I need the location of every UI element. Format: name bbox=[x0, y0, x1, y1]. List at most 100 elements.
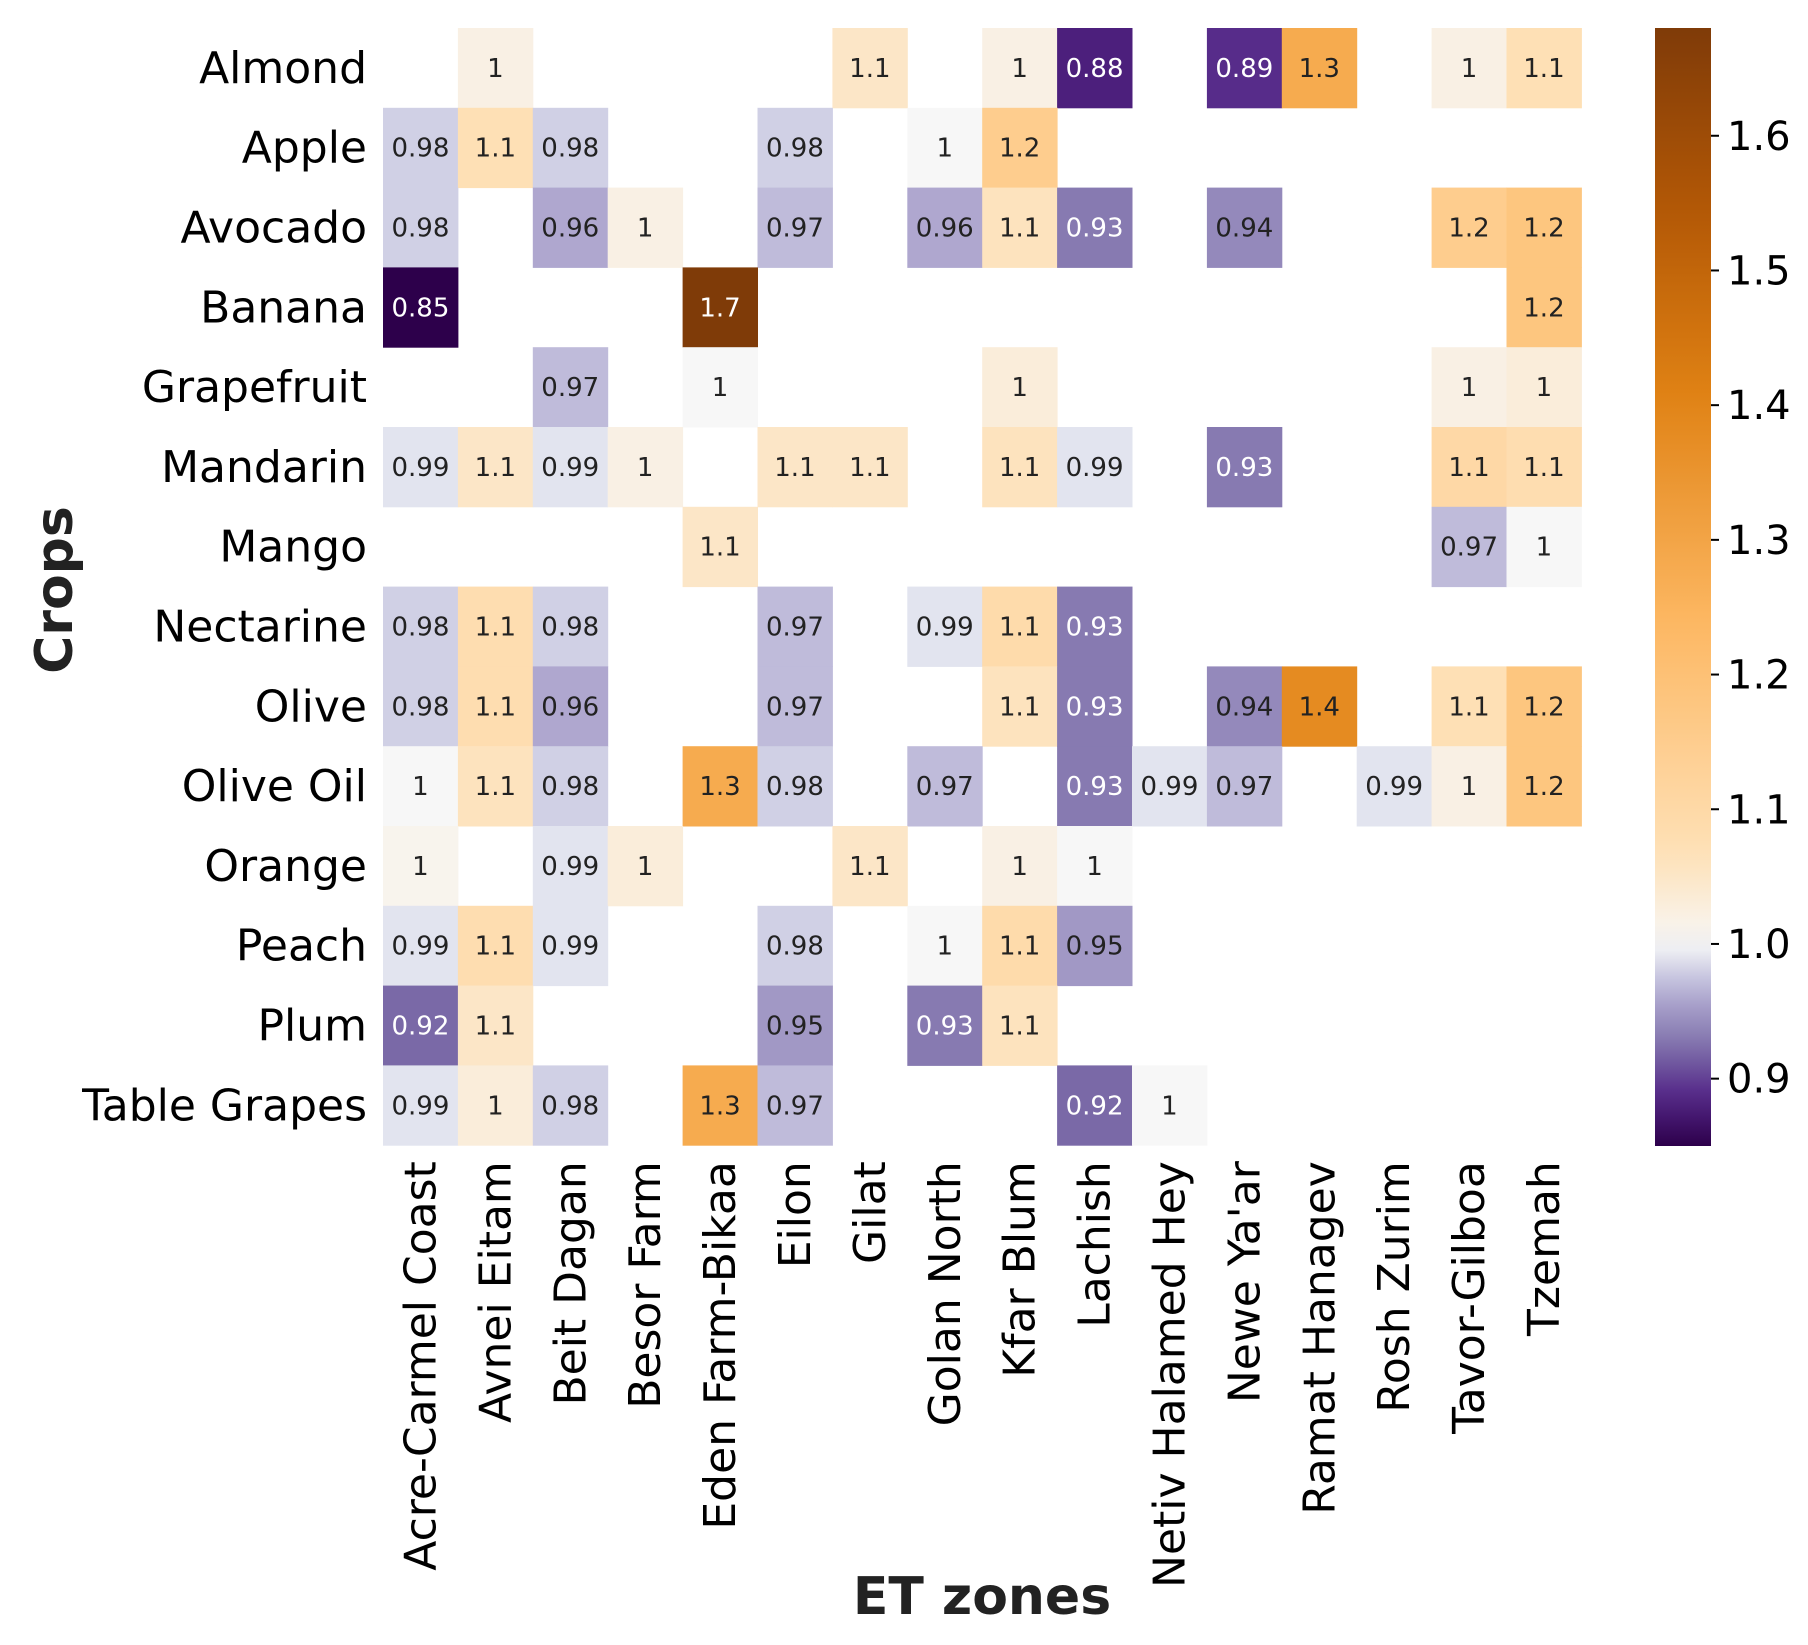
cell-label-orange-besor-farm: 1 bbox=[637, 852, 654, 882]
heatmap-cell-apple-acre-carmel-coast bbox=[383, 107, 459, 189]
heatmap-cell-peach-acre-carmel-coast bbox=[383, 905, 459, 987]
x-tick-newe-ya-ar: Newe Ya'ar bbox=[1219, 1160, 1270, 1403]
cell-label-grapefruit-eden-farm-bikaa: 1 bbox=[712, 373, 729, 403]
cell-label-olive-oil-tavor-gilboa: 1 bbox=[1461, 772, 1478, 802]
heatmap-cell-mandarin-newe-ya-ar bbox=[1206, 427, 1283, 508]
heatmap-cell-nectarine-eilon bbox=[757, 586, 833, 667]
cell-label-mango-eden-farm-bikaa: 1.1 bbox=[699, 533, 740, 563]
cell-label-peach-beit-dagan: 0.99 bbox=[541, 932, 599, 962]
cell-label-peach-kfar-blum: 1.1 bbox=[999, 932, 1040, 962]
heatmap-cell-olive-beit-dagan bbox=[532, 666, 609, 747]
cell-label-almond-lachish: 0.88 bbox=[1066, 54, 1124, 84]
heatmap-cell-olive-oil-newe-ya-ar bbox=[1206, 746, 1283, 827]
cell-label-nectarine-eilon: 0.97 bbox=[766, 613, 824, 643]
cell-label-olive-tavor-gilboa: 1.1 bbox=[1448, 692, 1489, 722]
heatmap-cell-avocado-besor-farm bbox=[607, 187, 684, 268]
cell-label-almond-tavor-gilboa: 1 bbox=[1461, 54, 1478, 84]
heatmap-cell-avocado-newe-ya-ar bbox=[1206, 187, 1283, 268]
cell-label-nectarine-acre-carmel-coast: 0.98 bbox=[392, 613, 450, 643]
heatmap-cell-olive-oil-beit-dagan bbox=[532, 746, 609, 827]
x-tick-besor-farm: Besor Farm bbox=[620, 1161, 671, 1409]
heatmap-cell-avocado-beit-dagan bbox=[532, 187, 609, 268]
y-tick-mandarin: Mandarin bbox=[161, 442, 367, 493]
heatmap-cell-olive-ramat-hanagev bbox=[1281, 666, 1358, 747]
heatmap-cell-olive-newe-ya-ar bbox=[1206, 666, 1283, 747]
cell-label-olive-newe-ya-ar: 0.94 bbox=[1215, 692, 1273, 722]
heatmap-cell-table-grapes-eden-farm-bikaa bbox=[682, 1065, 758, 1146]
x-tick-netiv-halamed-hey: Netiv Halamed Hey bbox=[1144, 1161, 1195, 1588]
cell-label-olive-oil-beit-dagan: 0.98 bbox=[541, 772, 599, 802]
cell-label-almond-tzemah: 1.1 bbox=[1523, 54, 1564, 84]
cell-label-avocado-beit-dagan: 0.96 bbox=[541, 214, 599, 244]
x-axis-title: ET zones bbox=[853, 1567, 1111, 1627]
heatmap-cell-peach-eilon bbox=[757, 905, 833, 987]
heatmap-cell-orange-kfar-blum bbox=[982, 826, 1058, 907]
colorbar-tick-1-5: 1.5 bbox=[1727, 248, 1791, 294]
colorbar-tick-1-6: 1.6 bbox=[1727, 114, 1791, 160]
heatmap-cell-mandarin-beit-dagan bbox=[532, 427, 609, 508]
colorbar: 0.9 1.0 1.1 1.2 1.3 1.4 1.5 1.6 bbox=[1655, 28, 1791, 1146]
cell-label-apple-golan-north: 1 bbox=[936, 134, 953, 164]
cell-label-nectarine-lachish: 0.93 bbox=[1066, 613, 1124, 643]
colorbar-tick-1-0: 1.0 bbox=[1727, 922, 1791, 968]
heatmap-cell-mandarin-lachish bbox=[1057, 427, 1133, 508]
heatmap-cell-almond-tavor-gilboa bbox=[1431, 28, 1507, 109]
colorbar-gradient bbox=[1655, 28, 1711, 1146]
cell-label-olive-beit-dagan: 0.96 bbox=[541, 692, 599, 722]
colorbar-tick-1-4: 1.4 bbox=[1727, 383, 1791, 429]
cell-label-olive-lachish: 0.93 bbox=[1066, 692, 1124, 722]
cell-label-peach-acre-carmel-coast: 0.99 bbox=[392, 932, 450, 962]
cell-label-nectarine-golan-north: 0.99 bbox=[916, 613, 974, 643]
cell-label-avocado-tavor-gilboa: 1.2 bbox=[1448, 214, 1489, 244]
cell-label-mandarin-beit-dagan: 0.99 bbox=[541, 453, 599, 483]
colorbar-tick-0-9: 0.9 bbox=[1727, 1057, 1791, 1103]
cell-label-almond-gilat: 1.1 bbox=[849, 54, 890, 84]
cell-label-orange-lachish: 1 bbox=[1086, 852, 1103, 882]
cell-label-mango-tzemah: 1 bbox=[1536, 533, 1553, 563]
cell-label-apple-beit-dagan: 0.98 bbox=[541, 134, 599, 164]
cell-label-banana-acre-carmel-coast: 0.85 bbox=[392, 293, 450, 323]
colorbar-tick-1-1: 1.1 bbox=[1727, 787, 1791, 833]
x-tick-gilat: Gilat bbox=[845, 1161, 896, 1264]
heatmap-cell-peach-golan-north bbox=[907, 905, 983, 987]
heatmap-cell-orange-lachish bbox=[1057, 826, 1133, 907]
cell-label-nectarine-kfar-blum: 1.1 bbox=[999, 613, 1040, 643]
heatmap-cell-plum-golan-north bbox=[907, 985, 983, 1066]
cell-label-avocado-kfar-blum: 1.1 bbox=[999, 214, 1040, 244]
heatmap-cell-mandarin-tzemah bbox=[1506, 427, 1582, 508]
cell-label-avocado-golan-north: 0.96 bbox=[916, 214, 974, 244]
y-tick-olive-oil: Olive Oil bbox=[182, 761, 367, 812]
y-tick-table-grapes: Table Grapes bbox=[81, 1080, 367, 1131]
heatmap-cell-orange-acre-carmel-coast bbox=[383, 826, 459, 907]
heatmap-cell-almond-newe-ya-ar bbox=[1206, 28, 1283, 109]
heatmap-cell-orange-besor-farm bbox=[607, 826, 684, 907]
heatmap-cell-table-grapes-eilon bbox=[757, 1065, 833, 1146]
heatmap-cell-olive-lachish bbox=[1057, 666, 1133, 747]
heatmap-cell-table-grapes-avnei-eitam bbox=[457, 1065, 534, 1146]
heatmap-cell-olive-eilon bbox=[757, 666, 833, 747]
heatmap-cell-table-grapes-beit-dagan bbox=[532, 1065, 609, 1146]
heatmap-cell-mandarin-kfar-blum bbox=[982, 427, 1058, 508]
y-tick-olive: Olive bbox=[255, 681, 367, 732]
heatmap-cell-mandarin-tavor-gilboa bbox=[1431, 427, 1507, 508]
y-tick-grapefruit: Grapefruit bbox=[142, 362, 367, 413]
cell-label-mandarin-besor-farm: 1 bbox=[637, 453, 654, 483]
y-tick-labels: Almond Apple Avocado Banana Grapefruit Mandar… bbox=[81, 43, 367, 1131]
cell-label-mandarin-newe-ya-ar: 0.93 bbox=[1215, 453, 1273, 483]
heatmap-cell-peach-kfar-blum bbox=[982, 905, 1058, 987]
heatmap-cell-olive-oil-eden-farm-bikaa bbox=[682, 746, 758, 827]
cell-label-apple-kfar-blum: 1.2 bbox=[999, 134, 1040, 164]
y-tick-almond: Almond bbox=[199, 43, 367, 94]
heatmap-cell-plum-kfar-blum bbox=[982, 985, 1058, 1066]
heatmap-cell-avocado-acre-carmel-coast bbox=[383, 187, 459, 268]
cell-label-banana-tzemah: 1.2 bbox=[1523, 293, 1564, 323]
x-tick-tzemah: Tzemah bbox=[1519, 1161, 1570, 1337]
heatmap-cell-olive-avnei-eitam bbox=[457, 666, 534, 747]
heatmap-cell-peach-lachish bbox=[1057, 905, 1133, 987]
heatmap-cell-olive-tzemah bbox=[1506, 666, 1582, 747]
cell-label-olive-avnei-eitam: 1.1 bbox=[475, 692, 516, 722]
heatmap-cell-avocado-tavor-gilboa bbox=[1431, 187, 1507, 268]
heatmap-cell-olive-oil-acre-carmel-coast bbox=[383, 746, 459, 827]
x-tick-avnei-eitam: Avnei Eitam bbox=[470, 1161, 521, 1423]
